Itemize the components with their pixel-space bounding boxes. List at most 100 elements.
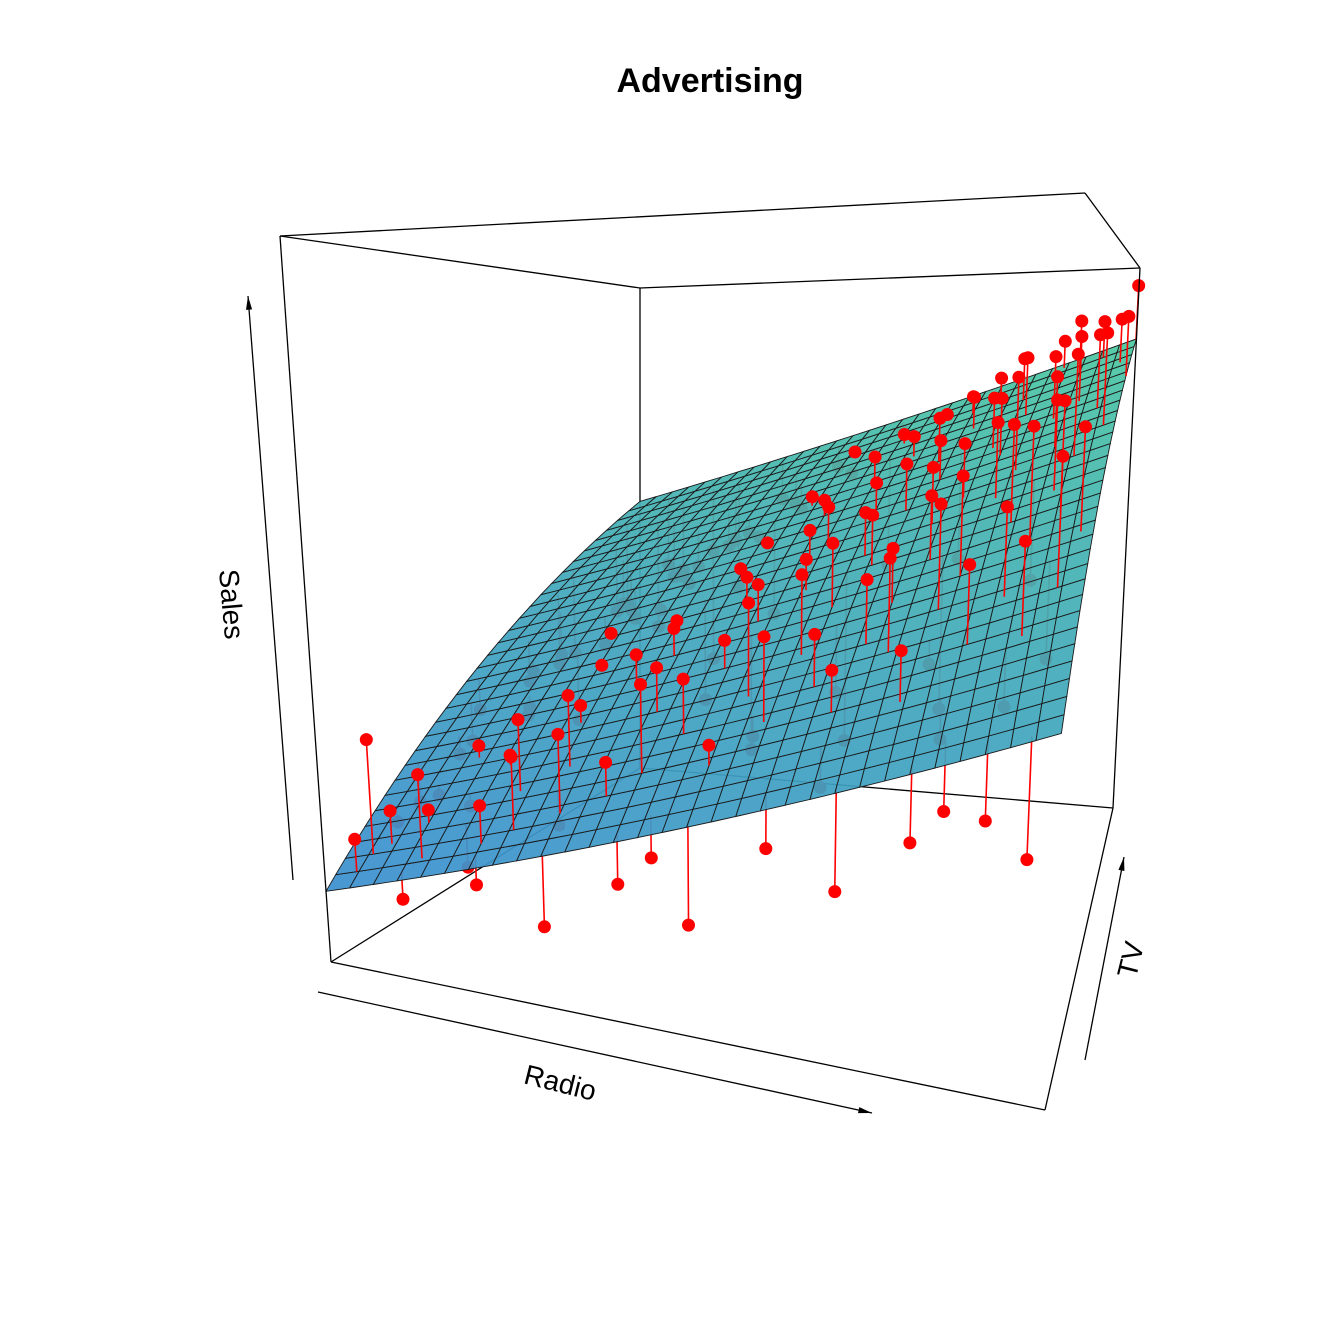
data-point [934,434,948,448]
data-point [644,851,658,865]
residual-line [909,765,913,843]
data-point [900,457,914,471]
residual-line [864,512,867,556]
box-edge [1084,192,1141,269]
data-point [859,506,873,520]
box-edge [330,961,1046,1111]
data-point [988,391,1002,405]
data-point [940,408,954,421]
chart-title: Advertising [616,62,803,100]
residual-line [931,467,935,524]
data-point [473,799,487,813]
residual-line [1052,356,1057,419]
data-point [574,699,588,712]
residual-line [865,579,868,645]
data-point [421,803,435,817]
data-point [897,428,911,441]
radio-axis-arrow-head [858,1107,872,1114]
tv-axis-arrow [1084,856,1125,1061]
data-point [1049,350,1063,364]
box-edge [1044,807,1114,1111]
residual-line [937,418,941,462]
residual-line [1054,376,1059,447]
sales-axis-arrow-head [246,296,253,310]
data-point [751,578,765,592]
data-point [734,562,748,576]
residual-line [1080,426,1087,532]
residual-line [1014,377,1020,471]
data-point [761,536,774,550]
residual-line [831,543,834,608]
data-point [1051,370,1065,384]
residual-line [1024,357,1029,416]
data-point [470,878,483,892]
data-point [907,430,921,444]
residual-line [1028,426,1035,542]
data-point [818,493,832,507]
data-point [886,541,900,555]
residual-line [1059,400,1066,513]
data-point [595,658,609,672]
axis-label-tv: TV [1111,938,1150,981]
residual-line [541,852,546,927]
data-point [926,460,940,474]
residual-line [887,558,891,653]
data-point [682,918,695,932]
residual-line [966,564,971,645]
data-point [795,568,809,582]
data-point [611,877,625,891]
data-point [1018,534,1032,548]
data-point [956,469,970,483]
data-point [799,552,813,566]
data-point [995,371,1009,385]
data-point [828,885,842,899]
residual-line [639,684,643,774]
residual-line [999,398,1003,456]
residual-line [1010,424,1016,523]
data-point [718,633,732,647]
data-point [870,476,884,490]
residual-line [1119,319,1123,363]
residual-line [557,734,561,814]
data-point [826,536,840,550]
residual-line [1073,354,1080,456]
residual-line [1125,316,1130,377]
residual-line [1078,320,1083,374]
residual-line [800,574,803,655]
data-point [604,626,618,640]
axis-label-sales: Sales [213,568,250,640]
residual-line [567,695,571,767]
data-point [670,614,684,628]
box-edge [279,235,641,289]
data-point [650,661,664,675]
axis-arrows [246,295,1125,1114]
sales-axis-arrow [247,295,294,881]
data-point [925,489,939,503]
data-point [551,727,565,741]
residual-line [365,739,375,855]
data-point [359,733,373,747]
box-front-edges [279,192,1141,1111]
data-point [978,814,992,828]
residual-line [959,475,964,576]
data-point [808,627,822,641]
data-point [472,739,486,753]
residual-line [929,495,933,560]
residual-line [992,398,996,449]
residual-line [655,667,658,712]
residual-line [1022,358,1026,401]
data-point [860,573,874,587]
data-point [1071,347,1085,361]
residual-line [1021,541,1027,636]
data-point [702,738,716,752]
box-edge [1112,267,1141,809]
residual-line [510,756,515,830]
data-point [868,450,882,464]
residual-line [517,719,522,792]
data-point [825,663,839,677]
residual-line [899,650,902,702]
data-point [599,755,613,769]
residual-line [1003,506,1009,597]
residual-line [830,670,833,713]
data-point [1058,334,1072,348]
